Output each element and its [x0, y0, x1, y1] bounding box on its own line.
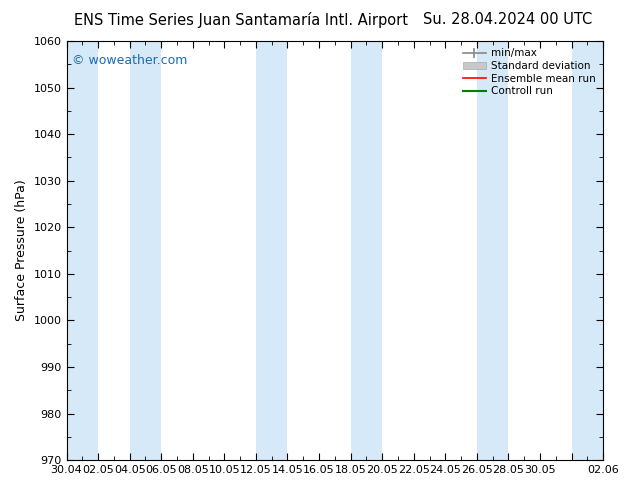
Bar — [351, 41, 382, 460]
Bar — [572, 41, 603, 460]
Bar — [477, 41, 508, 460]
Bar — [67, 41, 98, 460]
Text: ENS Time Series Juan Santamaría Intl. Airport: ENS Time Series Juan Santamaría Intl. Ai… — [74, 12, 408, 28]
Text: © woweather.com: © woweather.com — [72, 53, 187, 67]
Bar — [130, 41, 161, 460]
Text: Su. 28.04.2024 00 UTC: Su. 28.04.2024 00 UTC — [423, 12, 592, 27]
Bar — [256, 41, 287, 460]
Y-axis label: Surface Pressure (hPa): Surface Pressure (hPa) — [15, 180, 28, 321]
Legend: min/max, Standard deviation, Ensemble mean run, Controll run: min/max, Standard deviation, Ensemble me… — [461, 46, 598, 98]
